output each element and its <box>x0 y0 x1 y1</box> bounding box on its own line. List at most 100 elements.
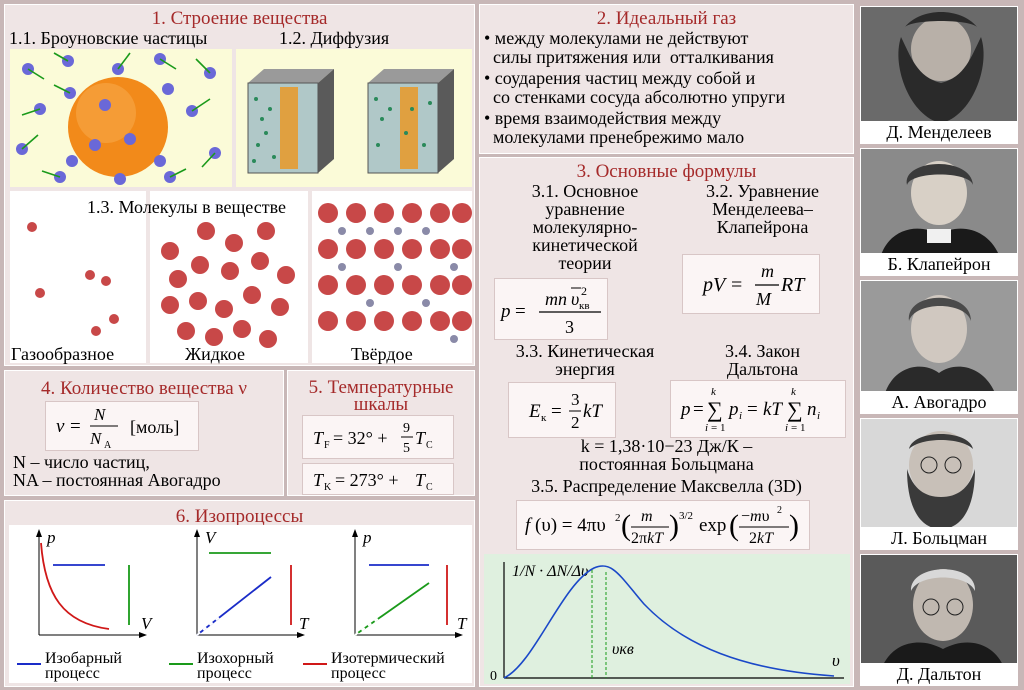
portrait-boltzmann-image <box>861 419 1017 529</box>
svg-text:): ) <box>789 509 799 542</box>
legend-isochoric-label: Изохорный процесс <box>197 650 274 682</box>
svg-text:pV: pV <box>701 274 728 296</box>
maxwell-y-label: 1/N · ΔN/Δυ <box>512 563 588 580</box>
molecules-subtitle: 1.3. Молекулы в веществе <box>87 197 286 217</box>
portrait-avogadro: А. Авогадро <box>860 280 1018 414</box>
graph1-y-label: p <box>46 528 56 547</box>
diffusion-illustration <box>236 49 472 187</box>
svg-text:k: k <box>711 386 717 398</box>
svg-text:∑: ∑ <box>787 397 803 422</box>
svg-text:= 32° +: = 32° + <box>333 428 388 448</box>
section-formulas: 3. Основные формулы 3.1. Основное уравне… <box>479 157 854 687</box>
graph2-x-label: T <box>299 614 310 633</box>
portrait-clapeyron-caption: Б. Клапейрон <box>861 253 1017 275</box>
svg-text:(: ( <box>729 509 739 542</box>
molecules-in-matter-illustration <box>10 191 472 363</box>
maxwell-origin-label: 0 <box>490 669 497 684</box>
svg-text:υ: υ <box>571 289 579 309</box>
svg-text:кв: кв <box>579 300 590 312</box>
boltzmann-constant-text: k = 1,38·10−23 Дж/К – постоянная Больцма… <box>579 436 754 474</box>
svg-text:3/2: 3/2 <box>679 510 693 522</box>
legend-isochoric-swatch <box>169 663 193 665</box>
svg-text:f: f <box>525 515 533 536</box>
svg-text:m: m <box>641 508 653 525</box>
f33-title: 3.3. Кинетическая энергия <box>515 341 655 379</box>
svg-text:9: 9 <box>403 421 410 436</box>
maxwell-x-label: υ <box>832 651 840 670</box>
section-temperature-title: 5. Температурные шкалы <box>308 377 454 415</box>
svg-text:=: = <box>747 399 758 420</box>
svg-text:2πkT: 2πkT <box>631 530 664 547</box>
svg-text:K: K <box>324 482 332 493</box>
graph3-isochore-line <box>354 582 430 636</box>
svg-text:kT: kT <box>763 399 783 420</box>
svg-text:2: 2 <box>615 512 621 524</box>
svg-text:p: p <box>499 301 511 322</box>
portrait-boltzmann: Л. Больцман <box>860 418 1018 550</box>
diffusion-subtitle: 1.2. Диффузия <box>279 28 390 48</box>
amount-unit: [моль] <box>130 417 180 437</box>
graph3-x-label: T <box>457 614 468 633</box>
brownian-subtitle: 1.1. Броуновские частицы <box>9 28 208 48</box>
portrait-avogadro-caption: А. Авогадро <box>861 391 1017 413</box>
legend-isobaric-swatch <box>17 663 41 665</box>
svg-text:i: i <box>785 422 788 434</box>
svg-text:=: = <box>551 401 562 422</box>
f31-title: 3.1. Основное уравнение молекулярно- кин… <box>531 181 639 273</box>
svg-text:=: = <box>70 416 81 437</box>
svg-text:T: T <box>313 470 325 490</box>
svg-text:=: = <box>693 399 704 420</box>
svg-text:(υ) = 4πυ: (υ) = 4πυ <box>535 515 606 536</box>
svg-text:C: C <box>426 440 433 451</box>
svg-text:(: ( <box>621 509 631 542</box>
graph2-y-label: V <box>205 528 218 547</box>
portrait-clapeyron: Б. Клапейрон <box>860 148 1018 276</box>
svg-text:A: A <box>104 440 112 451</box>
svg-text:p: p <box>727 399 739 420</box>
portrait-dalton-caption: Д. Дальтон <box>861 663 1017 685</box>
svg-text:F: F <box>324 440 330 451</box>
svg-text:=: = <box>731 274 742 296</box>
svg-text:kT: kT <box>583 401 603 422</box>
graph1-isotherm-curve <box>40 542 110 630</box>
legend-isothermal-label: Изотермический процесс <box>331 650 445 682</box>
portrait-boltzmann-caption: Л. Больцман <box>861 527 1017 549</box>
svg-text:i: i <box>739 410 742 422</box>
maxwell-distribution-graph: 1/N · ΔN/Δυ υ 0 υкв <box>484 554 850 684</box>
svg-text:2kT: 2kT <box>749 530 774 547</box>
formula-mkt: p = mn υ 2 кв 3 <box>499 284 601 337</box>
portrait-mendeleev-caption: Д. Менделеев <box>861 121 1017 143</box>
svg-text:T: T <box>415 470 427 490</box>
ideal-gas-line-4: со стенками сосуда абсолютно упруги <box>484 87 786 107</box>
svg-text:∑: ∑ <box>707 397 723 422</box>
svg-text:2: 2 <box>571 413 580 432</box>
svg-text:i: i <box>705 422 708 434</box>
amount-line-2: NA – постоянная Авогадро <box>13 470 221 490</box>
ideal-gas-line-3: • соударения частиц между собой и <box>484 68 756 88</box>
formula-clapeyron-box: pV = m M RT <box>682 254 820 314</box>
isoprocess-graphs-area <box>9 525 472 683</box>
formula-kinetic: E к = 3 2 kT <box>528 390 603 432</box>
section-isoprocesses-title: 6. Изопроцессы <box>175 506 304 527</box>
svg-text:−mυ: −mυ <box>741 508 770 525</box>
svg-text:5: 5 <box>403 441 410 456</box>
svg-text:exp: exp <box>699 515 726 536</box>
svg-text:n: n <box>807 399 817 420</box>
formula-maxwell-box: f (υ) = 4πυ 2 ( m 2πkT ) 3/2 exp ( −mυ 2… <box>516 500 810 550</box>
f35-title: 3.5. Распределение Максвелла (3D) <box>531 476 802 496</box>
amount-line-1: N – число частиц, <box>13 452 150 472</box>
svg-text:i: i <box>817 410 820 422</box>
svg-text:= 1: = 1 <box>711 422 725 434</box>
svg-text:m: m <box>761 261 774 281</box>
maxwell-peak-label: υкв <box>612 641 634 658</box>
section-formulas-title: 3. Основные формулы <box>576 161 757 182</box>
svg-text:=: = <box>515 301 526 322</box>
svg-text:= 1: = 1 <box>791 422 805 434</box>
